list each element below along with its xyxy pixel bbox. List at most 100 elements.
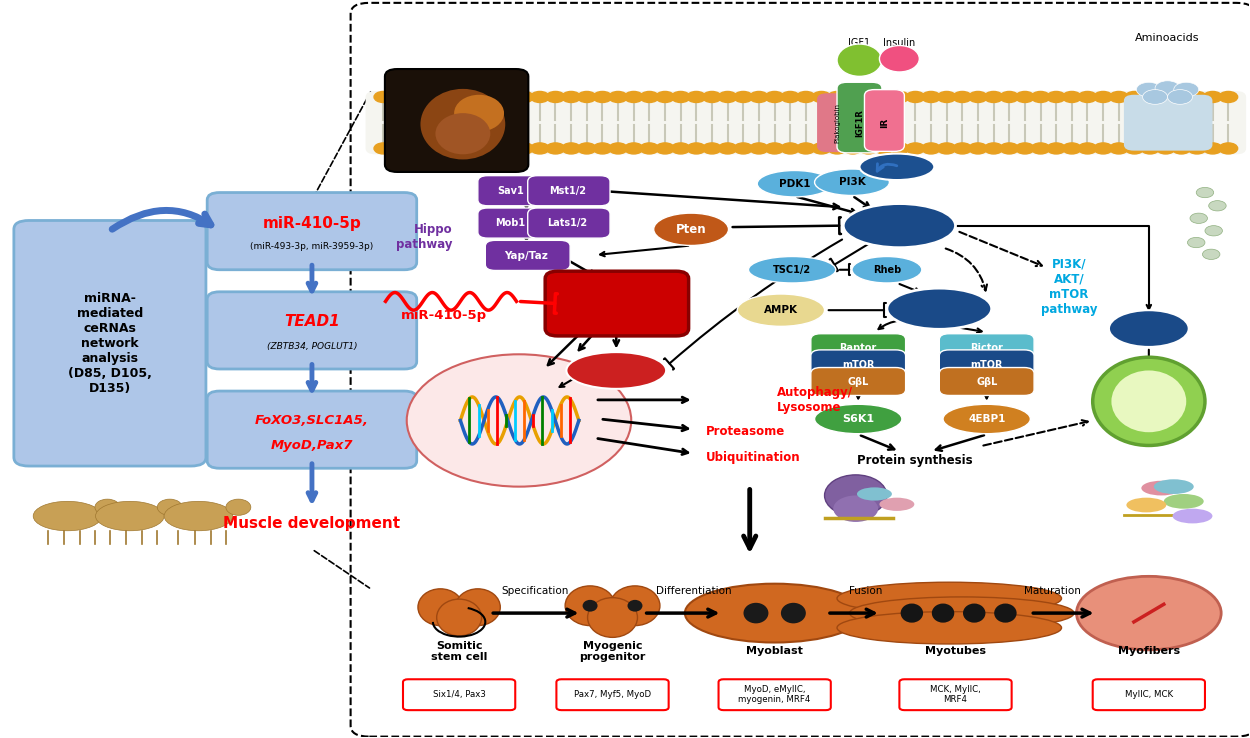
Text: miR-410-5p: miR-410-5p <box>401 308 488 322</box>
Circle shape <box>952 92 971 103</box>
Circle shape <box>640 92 659 103</box>
Circle shape <box>546 143 565 154</box>
Circle shape <box>859 143 878 154</box>
Circle shape <box>578 92 596 103</box>
Text: PI3K/
AKT/
mTOR
pathway: PI3K/ AKT/ mTOR pathway <box>1041 258 1098 316</box>
Text: Insulin: Insulin <box>886 54 912 63</box>
Text: S6K1: S6K1 <box>842 414 874 424</box>
Ellipse shape <box>860 154 934 180</box>
Text: Myogenic
progenitor: Myogenic progenitor <box>579 641 646 662</box>
FancyBboxPatch shape <box>208 193 416 270</box>
Text: Maturation: Maturation <box>1024 586 1081 596</box>
Ellipse shape <box>1174 82 1199 97</box>
Ellipse shape <box>436 599 481 636</box>
Circle shape <box>719 92 738 103</box>
FancyBboxPatch shape <box>811 368 905 396</box>
Text: miRNA-
mediated
ceRNAs
network
analysis
(D85, D105,
D135): miRNA- mediated ceRNAs network analysis … <box>68 292 151 395</box>
Text: MyoD, eMyIIC,
myogenin, MRF4: MyoD, eMyIIC, myogenin, MRF4 <box>739 685 811 704</box>
FancyBboxPatch shape <box>365 91 1246 154</box>
Circle shape <box>625 143 642 154</box>
Circle shape <box>1046 92 1065 103</box>
Text: Myoblast: Myoblast <box>746 646 802 656</box>
Circle shape <box>890 92 909 103</box>
Ellipse shape <box>34 501 101 531</box>
Ellipse shape <box>1154 479 1194 494</box>
Circle shape <box>1062 143 1081 154</box>
Text: IGF1: IGF1 <box>848 55 871 65</box>
Circle shape <box>515 92 534 103</box>
Ellipse shape <box>838 44 882 76</box>
FancyBboxPatch shape <box>811 350 905 379</box>
Text: Plakoglobin: Plakoglobin <box>834 103 840 142</box>
Circle shape <box>765 143 784 154</box>
Circle shape <box>561 92 580 103</box>
Circle shape <box>984 143 1002 154</box>
Ellipse shape <box>931 604 954 623</box>
Circle shape <box>906 92 925 103</box>
Ellipse shape <box>850 597 1074 630</box>
Circle shape <box>578 143 596 154</box>
Ellipse shape <box>1109 310 1189 347</box>
Circle shape <box>374 143 392 154</box>
Circle shape <box>796 92 815 103</box>
Circle shape <box>499 92 518 103</box>
Circle shape <box>406 354 631 486</box>
Circle shape <box>1031 92 1050 103</box>
Ellipse shape <box>858 487 892 500</box>
Circle shape <box>1172 92 1191 103</box>
Circle shape <box>499 143 518 154</box>
Circle shape <box>859 92 878 103</box>
Ellipse shape <box>738 294 825 326</box>
Circle shape <box>530 92 549 103</box>
Circle shape <box>656 143 675 154</box>
Circle shape <box>1188 92 1206 103</box>
Text: Raptor: Raptor <box>840 343 876 354</box>
Circle shape <box>640 143 659 154</box>
Circle shape <box>812 143 831 154</box>
Text: (miR-493-3p, miR-3959-3p): (miR-493-3p, miR-3959-3p) <box>250 242 374 251</box>
Text: ACL: ACL <box>1135 322 1162 335</box>
Circle shape <box>828 92 846 103</box>
Text: TEAD1: TEAD1 <box>284 314 340 328</box>
Text: Yap/Taz: Yap/Taz <box>505 251 549 261</box>
Ellipse shape <box>565 586 615 626</box>
Circle shape <box>468 92 486 103</box>
Text: Mob1: Mob1 <box>495 218 525 229</box>
FancyBboxPatch shape <box>402 679 515 710</box>
Text: ATP: ATP <box>1136 392 1162 405</box>
Text: Rictor: Rictor <box>970 343 1004 354</box>
Circle shape <box>750 143 769 154</box>
FancyBboxPatch shape <box>208 391 416 468</box>
Text: Myotubes: Myotubes <box>925 646 986 656</box>
Circle shape <box>484 143 502 154</box>
Circle shape <box>921 92 940 103</box>
Circle shape <box>421 143 440 154</box>
Circle shape <box>796 143 815 154</box>
Ellipse shape <box>901 604 922 623</box>
Circle shape <box>1204 143 1222 154</box>
Circle shape <box>1079 92 1096 103</box>
Circle shape <box>625 92 642 103</box>
Text: TSC1/2: TSC1/2 <box>772 265 811 275</box>
Circle shape <box>1202 249 1220 260</box>
Circle shape <box>405 92 424 103</box>
Ellipse shape <box>1168 89 1192 104</box>
FancyBboxPatch shape <box>900 679 1011 710</box>
Circle shape <box>1156 92 1175 103</box>
Ellipse shape <box>994 604 1016 623</box>
Text: TEAD1: TEAD1 <box>575 294 658 314</box>
FancyBboxPatch shape <box>545 272 689 336</box>
Text: Insulin: Insulin <box>884 38 915 47</box>
Circle shape <box>671 92 690 103</box>
Ellipse shape <box>825 475 887 516</box>
Ellipse shape <box>781 603 806 624</box>
Text: Hippo
pathway: Hippo pathway <box>396 223 452 251</box>
Ellipse shape <box>1126 497 1166 512</box>
Circle shape <box>890 143 909 154</box>
Ellipse shape <box>888 288 991 329</box>
Circle shape <box>609 92 628 103</box>
Circle shape <box>671 143 690 154</box>
Circle shape <box>1125 92 1144 103</box>
Circle shape <box>969 143 988 154</box>
Circle shape <box>374 92 392 103</box>
